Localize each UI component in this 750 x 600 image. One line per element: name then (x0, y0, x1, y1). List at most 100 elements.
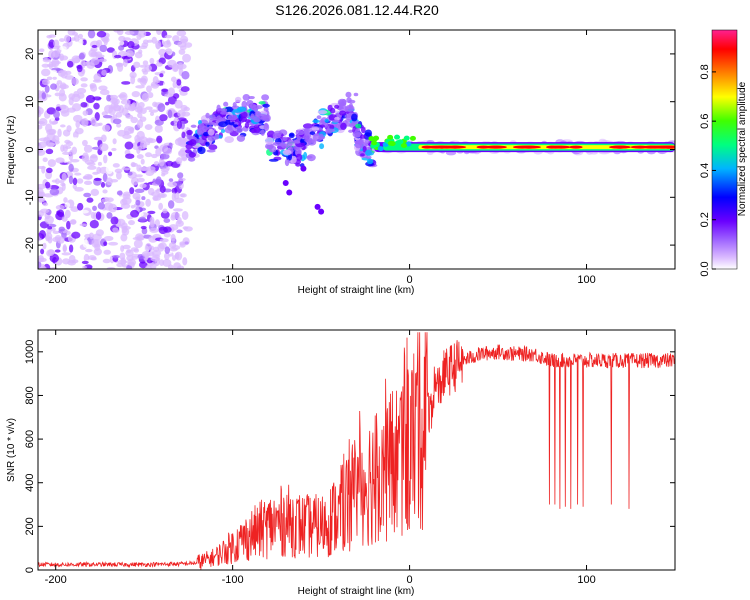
noise-speckle (159, 259, 165, 267)
noise-speckle (71, 57, 81, 64)
onset-blob (224, 136, 235, 144)
onset-blob (186, 129, 193, 136)
noise-speckle (151, 250, 162, 257)
noise-speckle (141, 251, 151, 258)
noise-speckle (148, 235, 158, 243)
noise-speckle (99, 89, 110, 96)
onset-blob (240, 116, 248, 123)
carrier-onset (397, 139, 404, 145)
y-tick-label: -10 (24, 189, 36, 205)
onset-blob (295, 130, 305, 136)
onset-blob (189, 139, 197, 147)
carrier-peak (658, 145, 675, 149)
noise-speckle (138, 101, 145, 109)
noise-speckle (101, 37, 110, 43)
noise-speckle (83, 180, 93, 186)
noise-speckle (130, 209, 140, 218)
noise-speckle (41, 68, 51, 77)
noise-speckle (55, 178, 60, 185)
noise-speckle (102, 124, 111, 132)
noise-speckle (120, 233, 128, 242)
noise-speckle (44, 215, 54, 225)
onset-blob (206, 149, 216, 153)
noise-speckle (119, 252, 126, 260)
onset-blob (236, 106, 247, 112)
onset-blob (263, 123, 270, 131)
noise-speckle (159, 144, 169, 153)
noise-speckle (148, 109, 159, 113)
noise-speckle (184, 42, 193, 48)
noise-speckle (41, 79, 50, 86)
noise-speckle (158, 202, 163, 211)
noise-speckle (162, 124, 173, 133)
noise-speckle (181, 156, 188, 161)
onset-blob (339, 110, 347, 116)
colorbar-tick-label: 0.0 (699, 261, 711, 276)
noise-speckle (121, 167, 131, 171)
noise-speckle (86, 197, 94, 203)
noise-speckle (76, 64, 83, 73)
noise-speckle (176, 265, 185, 269)
onset-blob (208, 114, 216, 121)
noise-speckle (42, 58, 51, 63)
noise-speckle (140, 225, 147, 230)
noise-speckle (177, 216, 182, 225)
noise-speckle (45, 148, 54, 155)
noise-speckle (111, 98, 120, 105)
noise-speckle (138, 167, 148, 172)
noise-speckle (155, 79, 160, 84)
noise-speckle (147, 187, 155, 196)
noise-speckle (99, 143, 109, 152)
onset-blob (287, 139, 293, 147)
noise-speckle (93, 177, 102, 181)
onset-blob (306, 155, 313, 159)
noise-speckle (183, 106, 190, 112)
noise-speckle (182, 257, 188, 266)
noise-speckle (136, 119, 144, 129)
carrier-onset (409, 135, 416, 141)
noise-speckle (45, 167, 53, 174)
noise-speckle (162, 258, 172, 267)
noise-speckle (112, 118, 122, 125)
noise-speckle (157, 103, 166, 113)
spectrogram-x-axis-label: Height of straight line (km) (298, 285, 415, 296)
noise-speckle (181, 210, 189, 220)
noise-speckle (177, 136, 182, 146)
noise-speckle (60, 182, 66, 187)
onset-blob (282, 179, 289, 186)
onset-blob (348, 103, 353, 109)
noise-speckle (53, 45, 60, 50)
noise-speckle (118, 45, 125, 51)
noise-speckle (178, 177, 186, 182)
noise-speckle (154, 124, 164, 133)
noise-speckle (50, 115, 55, 122)
onset-blob (220, 108, 228, 112)
noise-speckle (91, 44, 98, 48)
snr-y-axis-label: SNR (10 * v/v) (6, 418, 17, 482)
noise-speckle (98, 85, 108, 91)
noise-speckle (168, 142, 173, 150)
noise-speckle (133, 61, 141, 69)
noise-speckle (164, 101, 170, 106)
noise-speckle (62, 258, 71, 265)
noise-speckle (38, 261, 42, 269)
noise-speckle (81, 260, 89, 265)
noise-speckle (52, 230, 60, 235)
noise-speckle (172, 35, 180, 43)
noise-speckle (149, 227, 159, 233)
noise-speckle (72, 31, 78, 36)
onset-blob (364, 129, 373, 137)
onset-blob (312, 119, 320, 124)
colorbar-tick-label: 0.4 (699, 163, 711, 178)
noise-speckle (66, 141, 74, 147)
noise-speckle (45, 234, 50, 242)
noise-speckle (85, 248, 93, 253)
noise-speckle (156, 135, 163, 144)
onset-blob (227, 114, 238, 121)
colorbar-label: Normalized spectral amplitude (737, 81, 748, 216)
noise-speckle (82, 110, 89, 116)
noise-speckle (42, 242, 47, 250)
noise-speckle (149, 216, 155, 225)
carrier-peak (438, 145, 455, 149)
noise-speckle (102, 258, 111, 264)
